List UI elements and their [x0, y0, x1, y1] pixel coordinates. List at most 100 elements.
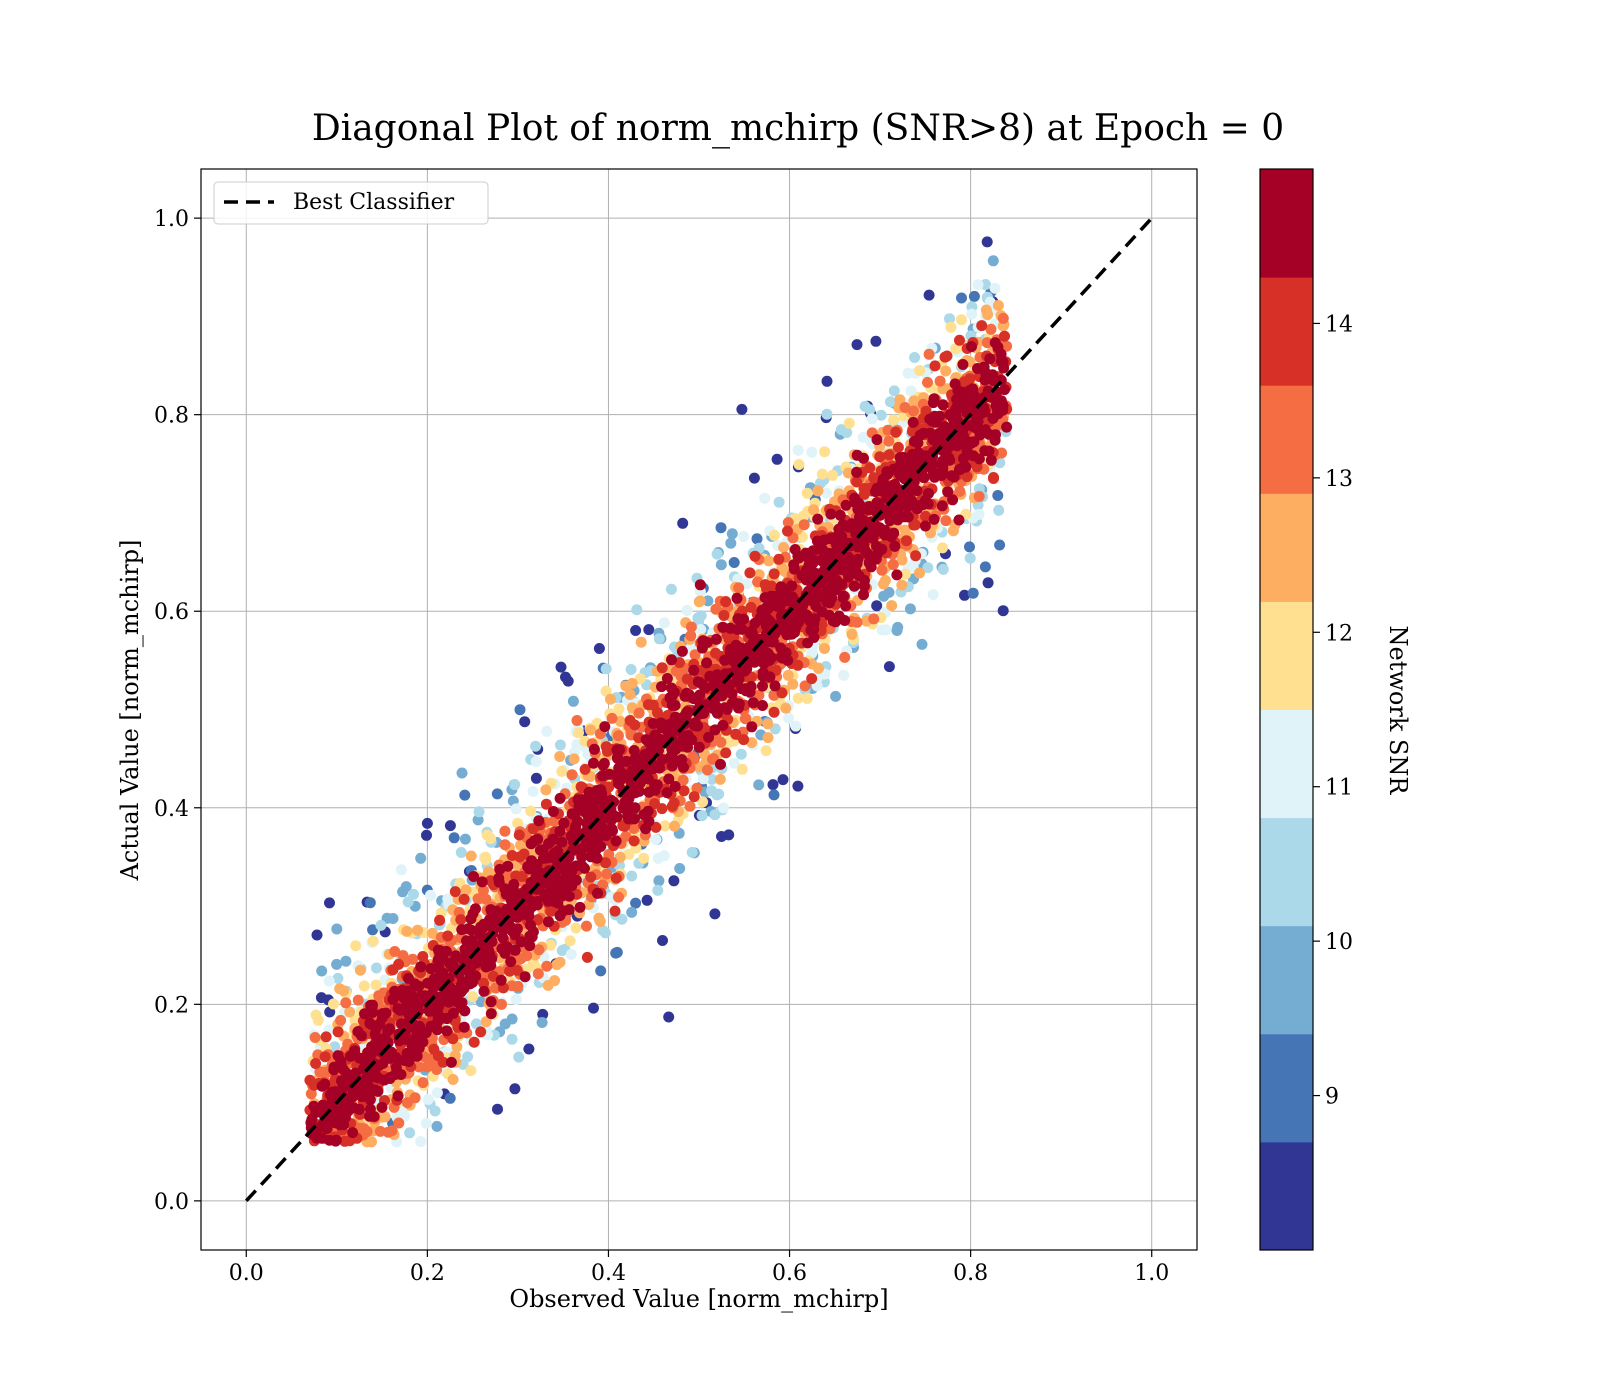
- scatter-point: [715, 758, 726, 770]
- plot-frame: [200, 168, 1198, 1251]
- scatter-point: [597, 759, 609, 771]
- scatter-point: [447, 1074, 459, 1085]
- scatter-point: [992, 300, 1004, 311]
- scatter-point: [783, 712, 794, 724]
- scatter-point: [739, 651, 751, 663]
- scatter-point: [480, 851, 492, 863]
- scatter-point: [478, 985, 490, 997]
- scatter-point: [401, 1097, 413, 1109]
- scatter-point: [344, 1006, 356, 1018]
- scatter-point: [994, 539, 1006, 551]
- scatter-point: [888, 414, 900, 426]
- scatter-point: [437, 1056, 449, 1068]
- scatter-point: [361, 1075, 373, 1087]
- scatter-point: [396, 990, 408, 1002]
- scatter-point: [944, 313, 955, 325]
- scatter-point: [973, 491, 985, 502]
- scatter-point: [711, 548, 723, 560]
- scatter-point: [597, 812, 609, 823]
- scatter-point: [822, 572, 834, 584]
- scatter-point: [630, 897, 642, 909]
- scatter-point: [551, 959, 563, 971]
- scatter-point: [686, 846, 698, 858]
- scatter-point: [716, 831, 727, 842]
- scatter-point: [945, 321, 957, 333]
- scatter-point: [524, 940, 536, 952]
- scatter-point: [353, 1103, 365, 1115]
- scatter-point: [879, 529, 891, 541]
- scatter-point: [891, 569, 903, 581]
- scatter-point: [892, 621, 904, 633]
- scatter-point: [543, 889, 555, 901]
- scatter-point: [481, 829, 493, 841]
- scatter-point: [421, 817, 433, 829]
- scatter-point: [681, 605, 693, 616]
- colorbar-segment: [1260, 493, 1313, 602]
- scatter-point: [883, 449, 895, 461]
- scatter-point: [862, 548, 874, 560]
- scatter-point: [509, 779, 521, 791]
- scatter-point: [912, 437, 924, 449]
- scatter-point: [647, 718, 659, 729]
- scatter-point: [598, 823, 610, 835]
- scatter-point: [464, 978, 476, 990]
- scatter-point: [956, 463, 967, 474]
- scatter-point: [332, 1050, 344, 1062]
- scatter-point: [370, 1023, 382, 1035]
- x-tick-label: 0.8: [953, 1261, 988, 1286]
- scatter-point: [605, 693, 616, 705]
- scatter-point: [999, 330, 1010, 342]
- scatter-point: [840, 600, 852, 612]
- colorbar: 9 10 11 12 13 14 Network SNR: [1259, 168, 1412, 1251]
- scatter-point: [597, 879, 609, 891]
- scatter-point: [892, 441, 904, 453]
- scatter-point: [429, 1060, 440, 1072]
- scatter-point: [838, 669, 850, 681]
- scatter-point: [506, 1033, 518, 1045]
- scatter-point: [426, 927, 438, 939]
- scatter-point: [733, 698, 745, 710]
- scatter-point: [336, 1075, 347, 1087]
- scatter-point: [954, 485, 966, 497]
- scatter-point: [884, 396, 896, 408]
- scatter-point: [997, 312, 1009, 324]
- scatter-point: [309, 1032, 321, 1043]
- scatter-point: [782, 517, 794, 528]
- scatter-point: [354, 964, 366, 976]
- scatter-point: [798, 519, 810, 531]
- scatter-point: [421, 829, 432, 841]
- scatter-point: [937, 461, 949, 473]
- scatter-point: [462, 923, 474, 935]
- scatter-point: [824, 597, 835, 609]
- scatter-point: [607, 825, 618, 837]
- scatter-point: [513, 829, 525, 841]
- scatter-point: [982, 309, 994, 321]
- scatter-point: [624, 774, 636, 786]
- scatter-point: [600, 741, 612, 753]
- scatter-point: [460, 952, 472, 964]
- colorbar-tick-label: 11: [1325, 776, 1353, 801]
- scatter-point: [640, 823, 652, 835]
- scatter-point: [709, 908, 721, 920]
- scatter-point: [422, 1094, 434, 1105]
- scatter-point: [387, 964, 399, 976]
- x-axis-ticks: 0.0 0.2 0.4 0.6 0.8 1.0: [229, 1250, 1169, 1286]
- scatter-point: [332, 972, 344, 984]
- scatter-point: [331, 923, 343, 935]
- scatter-point: [539, 852, 551, 864]
- y-tick-label: 0.2: [154, 993, 189, 1018]
- scatter-point: [595, 841, 607, 852]
- scatter-point: [976, 320, 988, 332]
- scatter-point: [936, 500, 948, 512]
- scatter-point: [563, 890, 575, 902]
- scatter-point: [954, 334, 965, 346]
- x-axis-label: Observed Value [norm_mchirp]: [509, 1285, 888, 1313]
- scatter-point: [490, 982, 502, 994]
- scatter-point: [512, 980, 524, 992]
- scatter-point: [533, 944, 545, 956]
- scatter-point: [509, 1083, 521, 1095]
- scatter-point: [666, 690, 678, 702]
- scatter-point: [332, 1026, 344, 1038]
- scatter-point: [585, 724, 596, 736]
- scatter-point: [728, 557, 740, 568]
